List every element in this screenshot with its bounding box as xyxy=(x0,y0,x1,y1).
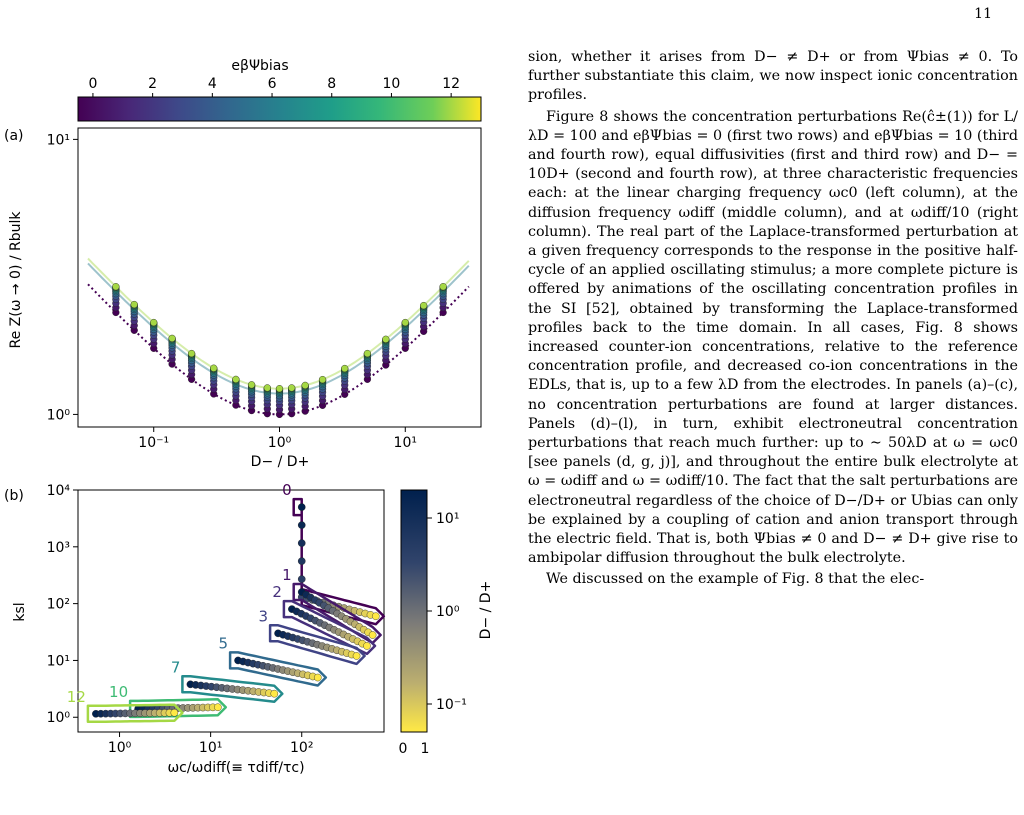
panel-b-group-outline xyxy=(228,651,328,687)
panel-a-frame xyxy=(77,127,482,428)
panel-b-group-label: 5 xyxy=(219,634,229,652)
colorbar-b-bottom-label: 1 xyxy=(421,741,430,757)
page-number: 11 xyxy=(974,6,992,22)
panel-b-xtick-label: 10² xyxy=(290,740,313,756)
colorbar-b-label: D− / D+ xyxy=(478,581,494,640)
panel-b-group-label: 3 xyxy=(259,607,269,625)
panel-a-point xyxy=(168,334,176,342)
panel-a-point xyxy=(112,283,120,291)
panel-b-xtick-label: 10⁰ xyxy=(108,740,132,756)
panel-b-point xyxy=(214,703,222,712)
panel-a-xtick-label: 10¹ xyxy=(394,435,417,451)
panel-b-ylabel: ksl xyxy=(12,602,28,621)
panel-b-frame xyxy=(77,489,385,733)
panel-b-point xyxy=(170,708,179,717)
panel-b-point xyxy=(297,539,306,547)
panel-a-point xyxy=(382,335,390,343)
panel-a-guide-curve xyxy=(87,262,470,395)
panel-b-point xyxy=(363,642,371,650)
colorbar-b-tick-label: 10⁻¹ xyxy=(436,697,467,713)
colorbar-a-tick-label: 4 xyxy=(208,76,217,92)
panel-a-point xyxy=(247,381,256,389)
panel-a-ylabel: Re Z(ω → 0) / Rbulk xyxy=(8,211,24,349)
paragraph-1: sion, whether it arises from D− ≠ D+ or … xyxy=(528,49,1018,104)
panel-b-point xyxy=(297,503,306,511)
panel-b-group-outline xyxy=(181,675,284,703)
panel-b-point xyxy=(270,689,279,698)
panel-b-xlabel: ωc/ωdiff(≡ τdiff/τc) xyxy=(167,760,304,776)
colorbar-b-tick-label: 10¹ xyxy=(436,511,459,527)
colorbar-title: eβΨbias xyxy=(231,58,288,74)
paragraph-3: We discussed on the example of Fig. 8 th… xyxy=(546,571,925,588)
panel-b-point xyxy=(313,673,322,682)
panel-b-point xyxy=(297,557,306,565)
colorbar-a-tick-label: 12 xyxy=(442,76,460,92)
colorbar-a-tick-label: 2 xyxy=(148,76,157,92)
panel-a-xtick-label: 10⁰ xyxy=(268,435,292,451)
panel-b-group-label: 10 xyxy=(109,683,128,701)
panel-b-label: (b) xyxy=(4,488,24,504)
colorbar-a-tick-label: 10 xyxy=(383,76,401,92)
panel-a-point xyxy=(263,384,271,392)
panel-a-xlabel: D− / D+ xyxy=(251,454,310,470)
panel-b-group-label: 12 xyxy=(67,688,86,706)
panel-b-point xyxy=(352,652,361,660)
panel-b-point xyxy=(371,612,380,621)
panel-b-group-outline xyxy=(292,582,382,645)
panel-a-guide-curve xyxy=(87,257,470,390)
panel-a-plot xyxy=(87,257,470,419)
body-text: sion, whether it arises from D− ≠ D+ or … xyxy=(528,48,1018,592)
panel-a-point xyxy=(420,301,428,310)
colorbar-b-tick-label: 10⁰ xyxy=(436,604,460,620)
panel-b-group-label: 2 xyxy=(272,583,282,601)
panel-b-ytick-label: 10⁰ xyxy=(47,710,71,726)
colorbar-a xyxy=(77,96,482,122)
panel-a-point xyxy=(288,384,296,392)
panel-b-ytick-label: 10¹ xyxy=(47,653,70,669)
panel-a-ytick-label: 10⁰ xyxy=(47,407,71,423)
panel-b-point xyxy=(368,631,377,639)
panel-b-group-outline xyxy=(86,703,184,724)
colorbar-a-tick-label: 0 xyxy=(88,76,97,92)
panel-a-xtick-label: 10⁻¹ xyxy=(138,435,169,451)
panel-a-ytick-label: 10¹ xyxy=(47,132,70,148)
panel-b-group-outline xyxy=(282,599,377,656)
panel-a-point xyxy=(401,318,409,327)
panel-b-point xyxy=(297,575,306,583)
panel-a-point xyxy=(187,349,196,358)
panel-a-label: (a) xyxy=(4,128,24,144)
panel-a-point xyxy=(341,364,349,373)
panel-a-axes: 10⁻¹ 10⁰ 10¹ 10⁰ 10¹ xyxy=(47,132,417,451)
panel-b-group-label: 0 xyxy=(282,481,292,499)
paragraph-2: Figure 8 shows the concentration perturb… xyxy=(528,108,1018,567)
panel-b-group-outline xyxy=(268,624,366,666)
panel-a-point xyxy=(275,385,284,393)
panel-a-point xyxy=(301,381,309,389)
panel-a-point xyxy=(150,318,158,327)
colorbar-a-tick-label: 6 xyxy=(268,76,277,92)
colorbar-b-bottom-label: 0 xyxy=(399,741,408,757)
panel-b-point xyxy=(297,521,306,529)
colorbar-a-tick-label: 8 xyxy=(327,76,336,92)
colorbar-a-ticks: 0 2 4 6 8 10 12 xyxy=(88,76,460,97)
panel-b-ytick-label: 10⁴ xyxy=(47,483,71,499)
panel-a-point xyxy=(232,375,240,383)
panel-a-point xyxy=(439,283,447,291)
panel-b-ytick-label: 10³ xyxy=(47,540,70,556)
panel-b-group-label: 7 xyxy=(171,658,181,676)
panel-b-xtick-label: 10¹ xyxy=(199,740,222,756)
panel-a-point xyxy=(130,300,138,309)
panel-b-ytick-label: 10² xyxy=(47,597,70,613)
panel-a-point xyxy=(363,349,372,358)
colorbar-b-ticks: 10¹ 10⁰ 10⁻¹ 0 1 xyxy=(399,511,467,757)
panel-a-point xyxy=(210,364,218,372)
panel-b-axes: 10⁰ 10¹ 10² 10⁰ 10¹ 10² 10³ 10⁴ xyxy=(47,483,314,756)
colorbar-b xyxy=(400,489,428,733)
panel-b-group-label: 1 xyxy=(282,566,292,584)
panel-a-point xyxy=(318,375,327,384)
